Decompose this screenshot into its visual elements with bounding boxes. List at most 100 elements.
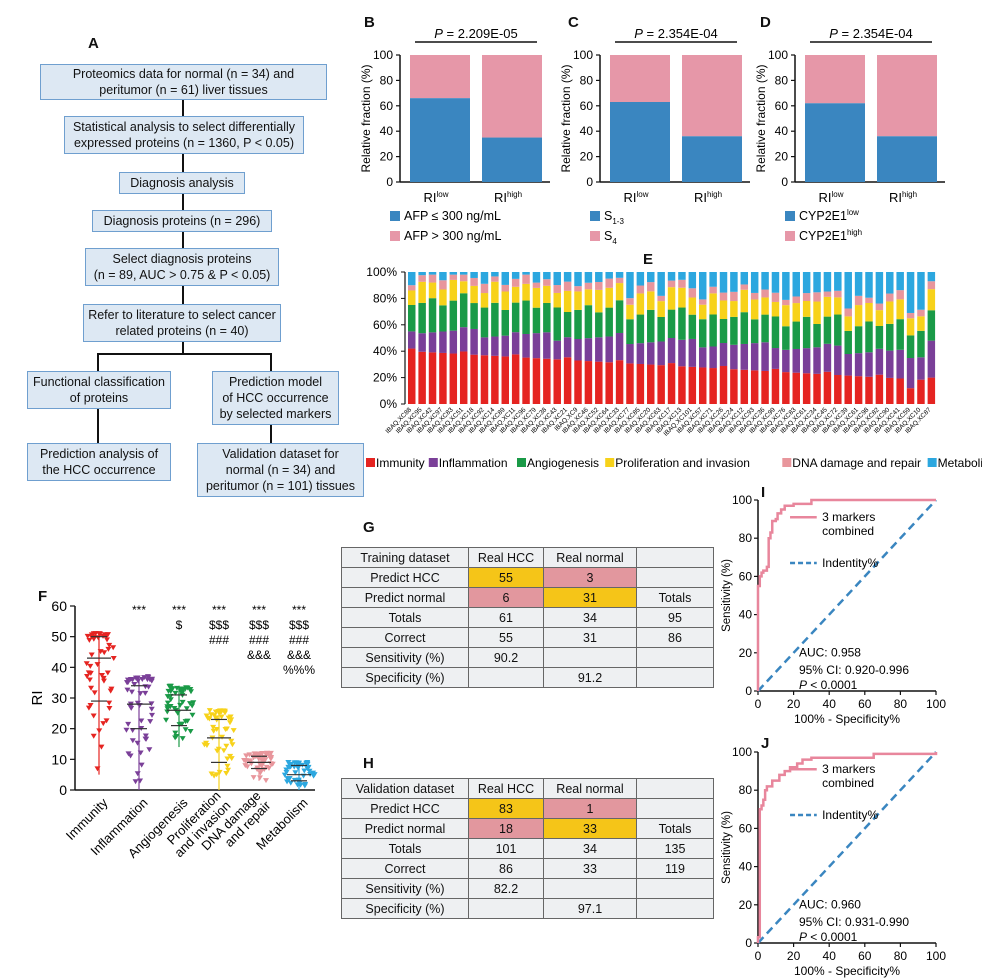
ci-text: 95% CI: 0.920-0.996 [799, 663, 909, 677]
stacked-segment [802, 300, 811, 317]
stacked-segment [802, 316, 811, 349]
stacked-segment [906, 335, 915, 359]
stacked-segment [730, 272, 738, 292]
stacked-segment [511, 278, 520, 287]
legend-swatch [785, 211, 795, 221]
data-point [132, 779, 139, 785]
stacked-segment [511, 272, 520, 279]
stacked-segment [886, 272, 894, 294]
stacked-segment [792, 303, 800, 322]
stacked-segment [709, 286, 717, 294]
stacked-segment [667, 363, 676, 404]
table-cell [636, 567, 714, 588]
stacked-segment [595, 289, 603, 313]
significance-mark: *** [172, 603, 186, 617]
table-cell [636, 778, 714, 799]
flow-box-prediction-model: Prediction model of HCC occurrence by sele… [212, 371, 339, 425]
stacked-segment [636, 272, 645, 286]
stacked-segment [553, 359, 561, 404]
stacked-segment [584, 289, 593, 306]
stacked-segment [574, 272, 582, 287]
table-row-label: Sensitivity (%) [341, 647, 469, 668]
stacked-segment [917, 379, 925, 404]
table-cell [543, 647, 637, 668]
stacked-segment [730, 316, 738, 345]
stacked-segment [491, 336, 499, 356]
stacked-segment [771, 316, 780, 349]
legend-label: S4 [604, 229, 617, 246]
table-cell [543, 878, 637, 899]
table-cell: 55 [468, 627, 544, 648]
x-tick-label: 60 [858, 949, 872, 963]
stacked-segment [522, 300, 530, 334]
data-point [172, 730, 179, 736]
data-point [129, 738, 136, 744]
stacked-segment [428, 272, 437, 275]
data-point [173, 733, 180, 739]
data-point [142, 733, 149, 739]
y-axis-label: Sensitivity (%) [721, 559, 733, 632]
stacked-segment [750, 299, 759, 320]
stacked-segment [896, 319, 904, 350]
x-tick-label: 80 [894, 697, 908, 711]
stacked-segment [501, 309, 510, 336]
stacked-segment [605, 278, 613, 288]
stacked-segment [782, 299, 790, 306]
stacked-segment [449, 330, 458, 354]
stacked-segment [605, 287, 613, 308]
y-tick-label: 80 [739, 531, 753, 545]
table-cell: 18 [468, 818, 544, 839]
stacked-segment [730, 369, 738, 404]
x-axis-label: 100% - Specificity% [794, 712, 900, 726]
data-point [187, 729, 194, 735]
stacked-segment [449, 300, 458, 331]
stacked-segment [917, 309, 925, 317]
data-point [87, 702, 94, 708]
stacked-segment [740, 284, 749, 290]
y-tick-label: 50 [51, 629, 67, 645]
stacked-segment [418, 281, 426, 303]
flow-box-diagnosis-analysis: Diagnosis analysis [119, 172, 245, 194]
data-point [98, 744, 105, 750]
y-tick-label: 0% [380, 397, 398, 411]
y-tick-label: 0 [745, 936, 752, 950]
legend-label: CYP2E1low [799, 208, 859, 223]
y-tick-label: 40% [373, 344, 397, 358]
table-cell: 135 [636, 838, 714, 859]
panel-label-c: C [568, 14, 579, 31]
stacked-segment [771, 272, 780, 293]
stacked-segment [678, 272, 686, 280]
stacked-segment [709, 272, 717, 287]
table-cell: 33 [543, 818, 637, 839]
stacked-segment [740, 343, 749, 370]
p-value-label: P = 2.209E-05 [434, 26, 517, 41]
stacked-segment [854, 272, 863, 296]
table-validation: Validation dataset Real HCC Real normal Pre… [341, 778, 714, 919]
significance-mark: *** [292, 603, 306, 617]
stacked-segment [449, 353, 458, 404]
y-tick-label: 40 [380, 124, 394, 138]
stacked-segment [761, 314, 769, 343]
stacked-segment [854, 376, 863, 404]
stacked-segment [906, 318, 915, 336]
data-point [137, 691, 144, 697]
y-tick-label: 20 [775, 150, 789, 164]
table-cell: Real HCC [468, 547, 544, 568]
legend-swatch [785, 231, 795, 241]
stacked-segment [501, 284, 510, 292]
table-cell: Totals [636, 818, 714, 839]
stacked-segment [449, 279, 458, 301]
data-point [137, 778, 144, 784]
bar-bottom-segment [610, 101, 670, 182]
data-point [243, 753, 250, 759]
stacked-segment [657, 341, 665, 366]
legend-label: Metabolism [938, 456, 982, 470]
stacked-segment [875, 325, 884, 349]
flow-box-validation: Validation dataset for normal (n = 34) an… [197, 443, 364, 497]
data-point [106, 705, 113, 711]
stacked-segment [906, 312, 915, 319]
stacked-segment [428, 282, 437, 299]
stacked-segment [563, 357, 572, 404]
stacked-segment [470, 328, 478, 355]
data-point [225, 767, 232, 773]
